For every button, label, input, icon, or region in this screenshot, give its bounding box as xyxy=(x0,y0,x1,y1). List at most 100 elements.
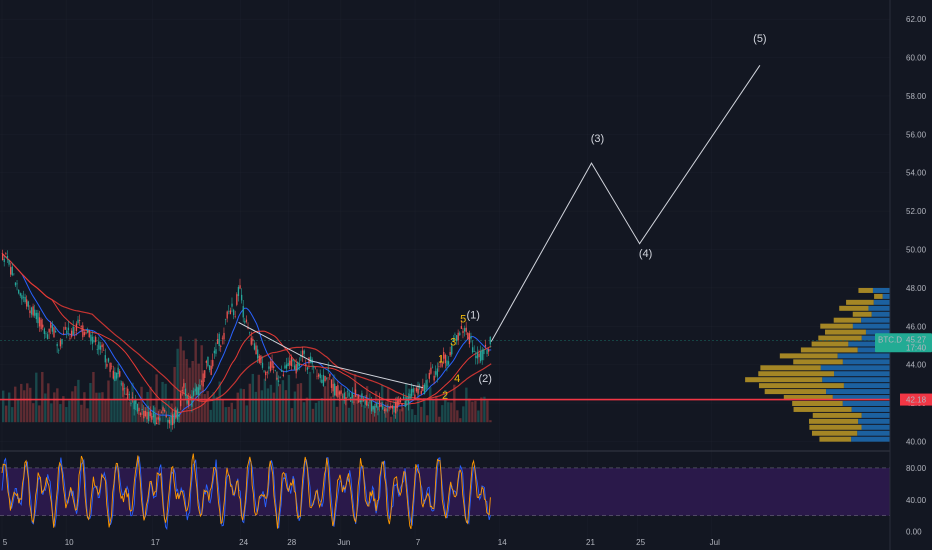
volume-bar xyxy=(77,379,80,423)
candle-body xyxy=(322,374,325,386)
candle-body xyxy=(130,403,132,404)
wave-label[interactable]: 2 xyxy=(442,390,448,402)
volume-bar xyxy=(173,366,176,423)
candle-body xyxy=(173,412,175,424)
volume-bar xyxy=(95,392,98,423)
time-tick-label: 5 xyxy=(3,538,8,547)
candle-body xyxy=(120,383,122,385)
volume-profile xyxy=(745,287,890,442)
wave-label[interactable]: 3 xyxy=(450,336,456,348)
volume-bar xyxy=(206,391,209,423)
candle-body xyxy=(475,355,477,359)
candle-body xyxy=(327,368,329,370)
volume-bar xyxy=(314,402,318,423)
volume-bar xyxy=(368,398,372,423)
wave-label[interactable]: 4 xyxy=(454,373,460,385)
candle-body xyxy=(96,348,98,350)
volume-bar xyxy=(140,386,143,423)
price-series[interactable] xyxy=(2,249,491,432)
candle-body xyxy=(372,406,374,410)
candle-body xyxy=(176,409,179,420)
volume-bar xyxy=(248,383,252,423)
candle-body xyxy=(451,345,453,355)
candle-body xyxy=(431,366,434,368)
candle-body xyxy=(221,337,224,339)
oscillator-pane[interactable] xyxy=(0,453,890,531)
candle-body xyxy=(378,399,381,408)
vp-bar-sell xyxy=(825,329,866,335)
volume-bar xyxy=(269,384,273,423)
candle-body xyxy=(183,383,185,388)
candle-body xyxy=(455,335,458,342)
wave-label[interactable]: (5) xyxy=(753,33,766,45)
candle-body xyxy=(75,323,78,331)
candle-body xyxy=(255,345,257,355)
vp-bar-buy xyxy=(822,377,890,383)
vp-bar-buy xyxy=(865,329,890,335)
candle-body xyxy=(268,366,270,369)
vp-bar-buy xyxy=(851,406,890,412)
wave-line[interactable] xyxy=(238,321,424,389)
candle-body xyxy=(160,412,163,414)
candle-body xyxy=(486,349,488,354)
vp-bar-buy xyxy=(857,430,890,436)
candle-body xyxy=(143,410,145,419)
candle-body xyxy=(56,343,58,347)
volume-bar xyxy=(38,405,41,423)
volume-bar xyxy=(227,406,230,423)
volume-bar xyxy=(281,380,285,423)
candle-body xyxy=(271,360,273,368)
volume-bar xyxy=(344,396,348,423)
candle-body xyxy=(313,366,315,368)
volume-bar xyxy=(275,371,279,423)
candle-body xyxy=(435,371,437,375)
wave-label[interactable]: (4) xyxy=(639,248,652,260)
wave-label[interactable]: (1) xyxy=(466,310,479,322)
candle-body xyxy=(165,415,167,418)
candle-body xyxy=(443,351,445,359)
candle-body xyxy=(348,392,350,397)
wave-line[interactable] xyxy=(490,65,761,342)
time-axis[interactable]: 5 10 17 24 28 Jun 7 14 21 25 Jul xyxy=(3,538,720,547)
volume-bar xyxy=(254,391,258,423)
candle-body xyxy=(419,385,421,387)
volume-bar xyxy=(338,390,342,423)
candle-body xyxy=(370,400,373,412)
volume-bar xyxy=(176,348,179,423)
wave-label[interactable]: (2) xyxy=(478,373,491,385)
volume-bar xyxy=(194,338,197,423)
candle-body xyxy=(232,309,235,316)
price-tick-label: 60.00 xyxy=(906,54,927,63)
candle-body xyxy=(253,343,256,350)
ma-fast-line xyxy=(1,252,492,417)
wave-label[interactable]: 1 xyxy=(438,354,444,366)
wave-label[interactable]: 5 xyxy=(460,313,466,325)
candle-body xyxy=(74,332,76,334)
candle-body xyxy=(425,380,427,390)
volume-bar xyxy=(110,399,113,423)
candle-body xyxy=(459,332,461,336)
volume-bar xyxy=(230,402,233,423)
volume-bar xyxy=(444,390,447,423)
volume-bar xyxy=(471,401,474,423)
candle-body xyxy=(216,338,219,344)
volume-bar xyxy=(29,387,32,423)
volume-bar xyxy=(209,409,212,423)
volume-bar xyxy=(465,387,468,423)
time-tick-label: 21 xyxy=(586,538,595,547)
volume-bar xyxy=(86,408,89,423)
volume-bar xyxy=(62,396,65,423)
candle-body xyxy=(51,325,54,332)
candle-body xyxy=(303,350,305,354)
time-tick-label: 25 xyxy=(636,538,645,547)
vp-bar-sell xyxy=(833,317,862,323)
volume-bar xyxy=(65,407,68,423)
wave-label[interactable]: (3) xyxy=(591,133,604,145)
volume-bar xyxy=(128,401,131,423)
candle-body xyxy=(240,294,243,301)
volume-bar xyxy=(450,402,453,423)
candle-body xyxy=(261,362,264,368)
horizontal-level[interactable] xyxy=(0,340,890,401)
